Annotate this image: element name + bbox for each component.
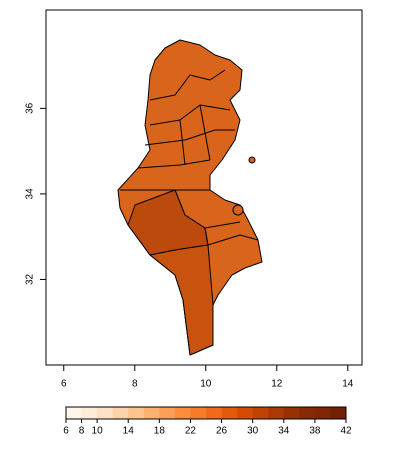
legend-swatch [97, 407, 113, 419]
legend-tick-label: 18 [154, 426, 166, 437]
legend-tick-label: 38 [309, 426, 321, 437]
legend-tick-label: 6 [63, 426, 69, 437]
y-tick-label: 36 [25, 102, 36, 114]
plot-frame [45, 9, 363, 366]
southern-region [149, 244, 214, 356]
legend-tick-label: 22 [185, 426, 197, 437]
y-tick-label: 34 [25, 188, 36, 200]
legend-swatch [283, 407, 300, 419]
legend-swatch [66, 407, 82, 419]
island [248, 156, 256, 164]
legend-swatch [174, 407, 191, 419]
x-tick-label: 8 [132, 379, 138, 390]
legend-swatch [143, 407, 160, 419]
legend-swatch [330, 407, 347, 419]
x-tick-label: 6 [61, 379, 67, 390]
legend-swatch [268, 407, 285, 419]
legend-tick-label: 26 [216, 426, 228, 437]
legend-swatch [252, 407, 269, 419]
x-tick-label: 12 [271, 379, 283, 390]
legend-tick-label: 42 [340, 426, 352, 437]
legend-swatch [112, 407, 129, 419]
x-tick-label: 10 [200, 379, 212, 390]
legend-tick-label: 10 [92, 426, 104, 437]
legend-swatch [128, 407, 145, 419]
y-tick-label: 32 [25, 273, 36, 285]
legend-swatch [221, 407, 238, 419]
legend-swatch [206, 407, 222, 419]
legend-swatch [237, 407, 253, 419]
legend-swatch [81, 407, 98, 419]
region-border [120, 69, 259, 246]
legend-tick-label: 14 [123, 426, 135, 437]
legend-tick-label: 30 [247, 426, 259, 437]
legend-swatch [159, 407, 176, 419]
legend-swatch [190, 407, 207, 419]
legend-frame [65, 406, 347, 420]
tunisia-map [117, 39, 263, 356]
legend-tick-label: 8 [79, 426, 85, 437]
legend-tick-label: 34 [278, 426, 290, 437]
island [232, 204, 244, 216]
legend-swatch [314, 407, 331, 419]
x-tick-label: 14 [342, 379, 354, 390]
legend-swatch [299, 407, 316, 419]
